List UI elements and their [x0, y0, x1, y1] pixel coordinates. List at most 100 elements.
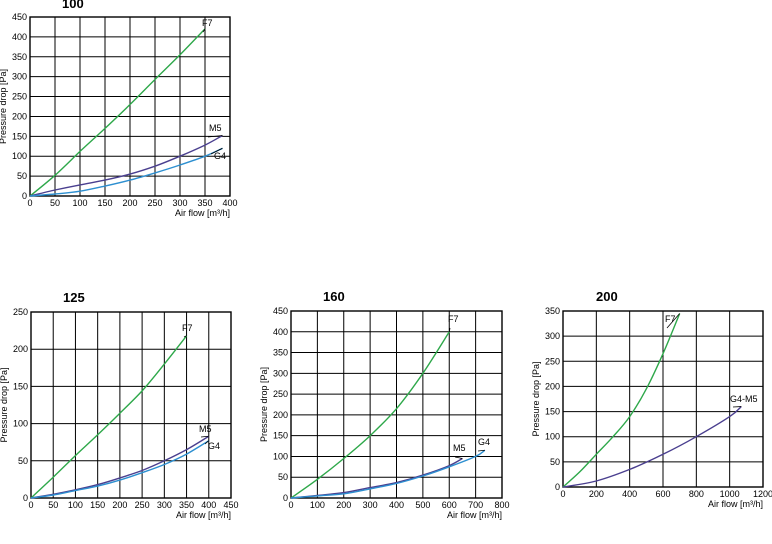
y-tick-label: 50	[278, 472, 288, 482]
y-tick-label: 450	[273, 306, 288, 316]
x-tick-label: 300	[363, 500, 378, 510]
label-leader-line	[666, 313, 680, 329]
x-tick-label: 250	[135, 500, 150, 510]
series-label-g4: G4	[214, 151, 226, 161]
y-tick-label: 0	[22, 191, 27, 201]
plot-frame	[29, 16, 231, 197]
label-leader-line	[448, 327, 451, 332]
series-label-f7: F7	[665, 314, 676, 324]
label-leader-line	[200, 435, 209, 438]
y-tick-label: 250	[12, 92, 27, 102]
series-label-g4-m5: G4-M5	[730, 394, 758, 404]
y-tick-label: 300	[545, 331, 560, 341]
x-tick-label: 0	[288, 500, 293, 510]
x-tick-label: 250	[147, 198, 162, 208]
x-tick-label: 600	[442, 500, 457, 510]
x-tick-label: 200	[336, 500, 351, 510]
x-axis-label: Air flow [m³/h]	[176, 510, 231, 520]
x-tick-label: 200	[122, 198, 137, 208]
label-leader-line	[202, 28, 206, 33]
x-tick-label: 0	[28, 500, 33, 510]
x-tick-label: 400	[222, 198, 237, 208]
series-label-f7: F7	[448, 314, 459, 324]
y-tick-label: 0	[283, 493, 288, 503]
series-label-m5: M5	[453, 443, 466, 453]
y-tick-label: 150	[12, 131, 27, 141]
y-tick-label: 300	[12, 72, 27, 82]
y-tick-label: 150	[545, 407, 560, 417]
chart-panel-160: 160 0 100 200 300 400 500 600 700 800 0 50 100 150 200…	[259, 289, 510, 520]
y-tick-label: 100	[13, 419, 28, 429]
y-tick-label: 350	[545, 306, 560, 316]
y-tick-label: 200	[545, 381, 560, 391]
y-axis-label: Pressure drop [Pa]	[259, 367, 269, 442]
y-tick-label: 250	[545, 356, 560, 366]
x-tick-label: 50	[50, 198, 60, 208]
y-tick-label: 200	[273, 410, 288, 420]
y-tick-label: 200	[12, 111, 27, 121]
x-tick-label: 200	[589, 489, 604, 499]
x-axis-label: Air flow [m³/h]	[175, 208, 230, 218]
series-line-f7	[29, 28, 206, 197]
chart-title: 125	[63, 290, 85, 305]
chart-panel-100: 100 0 50 100 150 200 250 300 350 400 0 50 100 150 200 2…	[0, 0, 238, 218]
y-tick-label: 350	[12, 52, 27, 62]
series-label-m5: M5	[199, 424, 212, 434]
series-line-f7	[30, 335, 188, 499]
series-label-f7: F7	[202, 18, 213, 28]
x-tick-label: 400	[622, 489, 637, 499]
chart-panel-125: 125 0 50 100 150 200 250 300 350 400 450 0 50 100 150 2…	[0, 290, 239, 520]
x-tick-label: 150	[90, 500, 105, 510]
y-tick-label: 350	[273, 348, 288, 358]
x-axis-label: Air flow [m³/h]	[447, 510, 502, 520]
series-line-f7	[562, 313, 681, 488]
x-tick-label: 1000	[720, 489, 740, 499]
x-tick-label: 0	[27, 198, 32, 208]
chart-title: 160	[323, 289, 345, 304]
x-tick-label: 400	[389, 500, 404, 510]
series-line-f7	[290, 331, 450, 499]
x-tick-label: 450	[223, 500, 238, 510]
x-tick-label: 0	[560, 489, 565, 499]
plot-frame	[30, 311, 232, 499]
y-tick-label: 400	[12, 32, 27, 42]
y-tick-label: 0	[23, 493, 28, 503]
x-tick-label: 400	[201, 500, 216, 510]
x-tick-label: 200	[112, 500, 127, 510]
x-tick-label: 100	[72, 198, 87, 208]
x-tick-label: 300	[157, 500, 172, 510]
plot-frame	[562, 310, 764, 488]
series-line-m5	[290, 457, 463, 499]
series-line-m5	[29, 134, 223, 197]
x-tick-label: 100	[310, 500, 325, 510]
chart-title: 200	[596, 289, 618, 304]
y-tick-label: 50	[18, 456, 28, 466]
series-line-g4-m5	[562, 405, 742, 488]
label-leader-line	[210, 147, 223, 155]
y-axis-label: Pressure drop [Pa]	[0, 69, 8, 144]
label-leader-line	[207, 135, 223, 138]
x-tick-label: 150	[97, 198, 112, 208]
series-label-f7: F7	[182, 323, 193, 333]
x-tick-label: 300	[172, 198, 187, 208]
y-axis-label: Pressure drop [Pa]	[531, 361, 541, 436]
x-tick-label: 800	[494, 500, 509, 510]
series-line-g4	[29, 147, 223, 197]
x-tick-label: 700	[468, 500, 483, 510]
series-line-g4	[290, 449, 486, 499]
x-tick-label: 600	[655, 489, 670, 499]
chart-panel-200: 200 0 200 400 600 800 1000 1200 0 50 100 150 200 250 3…	[531, 289, 772, 509]
y-tick-label: 0	[555, 482, 560, 492]
y-tick-label: 100	[273, 451, 288, 461]
plot-frame	[290, 310, 503, 499]
series-label-g4: G4	[478, 437, 490, 447]
y-tick-label: 100	[545, 432, 560, 442]
y-tick-label: 50	[550, 457, 560, 467]
series-label-g4: G4	[208, 441, 220, 451]
series-line-g4	[30, 440, 210, 499]
y-tick-label: 100	[12, 151, 27, 161]
x-tick-label: 350	[179, 500, 194, 510]
y-tick-label: 250	[13, 307, 28, 317]
x-tick-label: 350	[197, 198, 212, 208]
